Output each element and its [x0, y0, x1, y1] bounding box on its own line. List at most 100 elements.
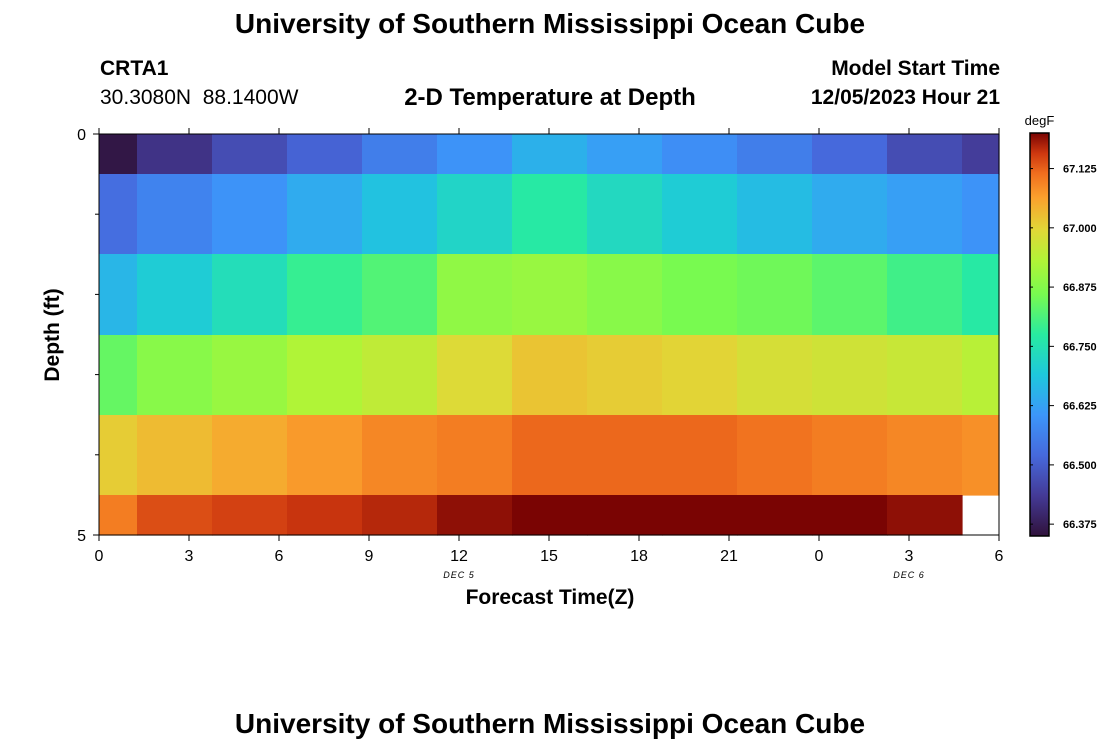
heatmap-cell — [662, 495, 738, 536]
heatmap-cell — [512, 495, 588, 536]
heatmap-cell — [137, 335, 213, 416]
heatmap-cell — [437, 495, 513, 536]
y-axis-label: Depth (ft) — [41, 288, 64, 381]
chart-title: 2-D Temperature at Depth — [404, 84, 696, 111]
x-tick-label: 12 — [450, 548, 468, 565]
heatmap-cell — [737, 415, 813, 496]
colorbar-unit-label: degF — [1025, 113, 1055, 128]
heatmap-cell — [962, 335, 1000, 416]
heatmap-cell — [662, 415, 738, 496]
heatmap-cell — [812, 335, 888, 416]
colorbar-tick-label: 66.500 — [1063, 460, 1097, 472]
heatmap-cell — [362, 134, 438, 175]
page-title: University of Southern Mississippi Ocean… — [234, 8, 866, 39]
heatmap-cell — [962, 415, 1000, 496]
x-tick-label: 18 — [630, 548, 648, 565]
x-tick-label: 15 — [540, 548, 558, 565]
heatmap-cell — [887, 335, 963, 416]
heatmap-cell — [287, 174, 363, 255]
heatmap-cell — [512, 174, 588, 255]
heatmap-cell — [212, 174, 288, 255]
heatmap-cell — [512, 415, 588, 496]
colorbar-gradient — [1029, 132, 1050, 537]
heatmap-cell — [99, 134, 138, 175]
heatmap-cell — [137, 415, 213, 496]
heatmap-cell — [737, 335, 813, 416]
colorbar-tick-label: 66.875 — [1063, 282, 1097, 294]
heatmap-cell — [287, 335, 363, 416]
heatmap-cell — [99, 335, 138, 416]
colorbar-tick-label: 66.375 — [1063, 519, 1097, 531]
date-label: DEC 6 — [893, 570, 925, 580]
heatmap-cell — [362, 335, 438, 416]
heatmap-cells — [99, 134, 1000, 536]
heatmap-cell — [587, 254, 663, 336]
heatmap-cell — [662, 134, 738, 175]
date-label: DEC 5 — [443, 570, 475, 580]
heatmap-cell — [662, 254, 738, 336]
heatmap-cell — [512, 254, 588, 336]
x-tick-label: 0 — [95, 548, 104, 565]
colorbar-tick-label: 67.125 — [1063, 164, 1097, 176]
heatmap-cell — [212, 415, 288, 496]
x-tick-label: 6 — [995, 548, 1004, 565]
heatmap-cell — [587, 134, 663, 175]
heatmap-cell — [587, 335, 663, 416]
heatmap-cell — [587, 415, 663, 496]
station-id: CRTA1 — [100, 57, 169, 80]
heatmap-cell — [512, 134, 588, 175]
heatmap-cell — [737, 254, 813, 336]
heatmap-cell — [137, 254, 213, 336]
heatmap-cell — [587, 174, 663, 255]
heatmap-cell — [662, 174, 738, 255]
heatmap-cell — [212, 134, 288, 175]
heatmap-cell — [362, 415, 438, 496]
heatmap-cell — [99, 174, 138, 255]
y-tick-label: 5 — [77, 528, 86, 545]
x-tick-label: 3 — [185, 548, 194, 565]
model-start-label: Model Start Time — [831, 57, 1000, 80]
heatmap-cell — [887, 254, 963, 336]
x-axis-ticks: 0 3 6 9 12 15 18 21 0 3 6 DEC 5 DEC 6 — [95, 128, 1004, 580]
heatmap-cell — [137, 134, 213, 175]
heatmap-cell — [287, 254, 363, 336]
y-tick-label: 0 — [77, 127, 86, 144]
heatmap-cell — [737, 134, 813, 175]
heatmap-cell — [99, 495, 138, 536]
heatmap-cell — [437, 174, 513, 255]
heatmap-cell — [512, 335, 588, 416]
x-tick-label: 6 — [275, 548, 284, 565]
heatmap-cell — [737, 495, 813, 536]
x-tick-label: 21 — [720, 548, 738, 565]
colorbar-tick-label: 66.625 — [1063, 401, 1097, 413]
colorbar: 66.375 66.500 66.625 66.750 66.875 67.000 67.1… — [1025, 113, 1097, 537]
heatmap-cell — [887, 174, 963, 255]
heatmap-cell — [212, 254, 288, 336]
heatmap-cell — [137, 495, 213, 536]
heatmap-cell — [812, 254, 888, 336]
heatmap-cell — [812, 174, 888, 255]
heatmap-cell — [437, 335, 513, 416]
heatmap-cell — [212, 335, 288, 416]
heatmap-cell — [362, 495, 438, 536]
model-start-value: 12/05/2023 Hour 21 — [810, 86, 1000, 109]
heatmap-cell — [99, 254, 138, 336]
x-tick-label: 9 — [365, 548, 374, 565]
station-coordinates: 30.3080N 88.1400W — [100, 86, 299, 109]
heatmap-cell — [962, 174, 1000, 255]
x-tick-label: 3 — [905, 548, 914, 565]
heatmap-cell — [887, 134, 963, 175]
colorbar-tick-label: 66.750 — [1063, 341, 1097, 353]
heatmap-cell — [737, 174, 813, 255]
heatmap-cell — [962, 254, 1000, 336]
heatmap-cell — [587, 495, 663, 536]
heatmap-cell — [287, 415, 363, 496]
heatmap-cell — [137, 174, 213, 255]
heatmap-cell — [99, 415, 138, 496]
heatmap-cell — [812, 495, 888, 536]
x-tick-label: 0 — [815, 548, 824, 565]
bottom-title: University of Southern Mississippi Ocean… — [234, 708, 866, 739]
heatmap-cell — [287, 134, 363, 175]
heatmap-cell — [437, 134, 513, 175]
